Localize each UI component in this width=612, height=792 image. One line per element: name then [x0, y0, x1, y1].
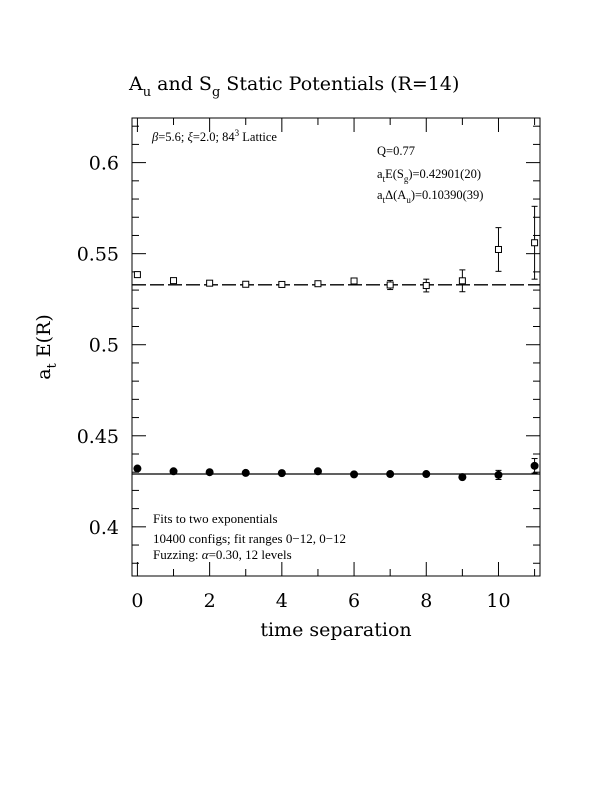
data-point-square — [531, 239, 539, 247]
data-point-square — [494, 245, 502, 253]
x-tick-label: 0 — [131, 590, 143, 612]
data-point-square — [278, 280, 286, 288]
data-point-square — [314, 280, 322, 288]
x-tick-label: 6 — [348, 590, 360, 612]
x-tick-label: 8 — [420, 590, 432, 612]
fit-gap-annotation: atΔ(Au)=0.10390(39) — [377, 188, 483, 205]
fit-lines — [132, 284, 540, 475]
data-point-circle — [133, 464, 142, 473]
data-point-square — [422, 282, 430, 290]
data-point-square — [242, 280, 250, 288]
x-tick-label: 4 — [276, 590, 288, 612]
y-tick-label: 0.5 — [89, 335, 119, 357]
y-tick-label: 0.6 — [89, 153, 119, 175]
note-fuzzing: Fuzzing: α=0.30, 12 levels — [153, 547, 292, 562]
y-tick-label: 0.55 — [77, 244, 119, 266]
lattice-annotation: β=5.6; ξ=2.0; 843 Lattice — [151, 128, 277, 144]
data-point-square — [206, 279, 214, 287]
data-point-circle — [241, 468, 250, 477]
chart-title: Au and Sg Static Potentials (R=14) — [128, 73, 459, 100]
fit-energy-annotation: atE(Sg)=0.42901(20) — [377, 167, 481, 184]
data-point-circle — [422, 470, 431, 479]
x-axis-label: time separation — [260, 619, 411, 641]
x-tick-label: 10 — [486, 590, 510, 612]
y-axis-label: at E(R) — [33, 314, 60, 380]
y-tick-label: 0.45 — [77, 426, 119, 448]
data-point-circle — [313, 467, 322, 476]
data-point-circle — [350, 470, 359, 479]
data-point-square — [133, 271, 141, 279]
x-tick-label: 2 — [204, 590, 216, 612]
plot-frame — [131, 117, 541, 577]
data-point-square — [170, 277, 178, 285]
data-point-circle — [530, 461, 539, 470]
data-points — [133, 205, 539, 482]
data-point-circle — [205, 468, 214, 477]
x-tick-labels: 0 2 4 6 8 10 — [131, 590, 510, 612]
note-configs: 10400 configs; fit ranges 0−12, 0−12 — [153, 531, 346, 546]
q-annotation: Q=0.77 — [377, 144, 415, 158]
data-point-circle — [386, 470, 395, 479]
y-tick-labels: 0.4 0.45 0.5 0.55 0.6 — [77, 153, 119, 539]
data-point-square — [350, 277, 358, 285]
data-point-circle — [458, 473, 467, 482]
axis-ticks — [132, 118, 540, 576]
note-fits: Fits to two exponentials — [153, 511, 278, 526]
data-point-circle — [277, 469, 286, 478]
data-point-square — [458, 277, 466, 285]
y-tick-label: 0.4 — [89, 517, 119, 539]
data-point-square — [386, 281, 394, 289]
data-point-circle — [494, 470, 503, 479]
data-point-circle — [169, 467, 178, 476]
